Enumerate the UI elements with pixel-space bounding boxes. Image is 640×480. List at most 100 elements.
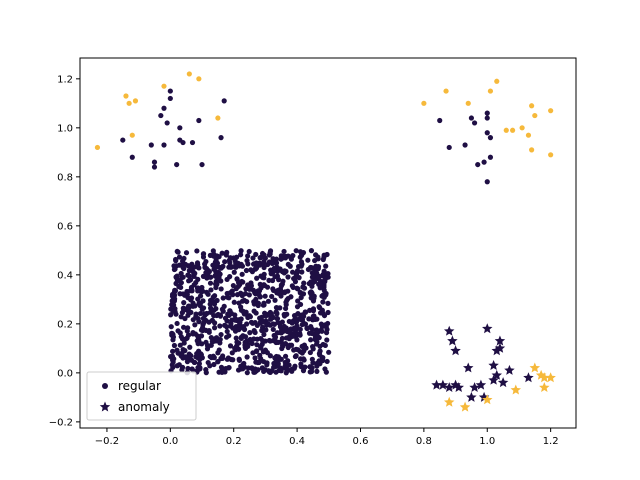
- regular-point: [164, 120, 170, 126]
- regular-block-point: [322, 277, 328, 283]
- regular-point: [151, 164, 158, 170]
- regular-point: [494, 78, 500, 84]
- regular-block-point: [174, 320, 180, 327]
- regular-block-point: [317, 348, 323, 354]
- regular-block-point: [263, 313, 269, 319]
- regular-point: [132, 98, 139, 104]
- regular-block-point: [208, 342, 214, 348]
- regular-block-point: [291, 347, 297, 353]
- regular-point: [462, 142, 468, 148]
- regular-block-point: [295, 347, 301, 353]
- regular-block-point: [210, 294, 216, 300]
- regular-block-point: [325, 300, 331, 306]
- regular-block-point: [277, 324, 283, 330]
- regular-block-point: [253, 348, 260, 354]
- regular-block-point: [190, 330, 196, 336]
- regular-block-point: [205, 291, 211, 297]
- regular-block-point: [253, 359, 259, 365]
- plot-frame: [79, 57, 577, 429]
- regular-block-point: [178, 314, 184, 320]
- regular-block-point: [196, 319, 202, 325]
- regular-point: [421, 100, 427, 106]
- regular-block-point: [274, 311, 280, 317]
- regular-block-point: [227, 255, 233, 261]
- regular-block-point: [188, 353, 194, 359]
- y-tick-label: 1.2: [57, 74, 73, 85]
- regular-block-point: [218, 286, 224, 292]
- regular-block-point: [188, 265, 194, 271]
- regular-point: [120, 137, 126, 143]
- anomaly-point: [447, 335, 458, 346]
- legend: regular anomaly: [86, 371, 197, 421]
- regular-block-point: [185, 365, 191, 372]
- regular-block-point: [195, 285, 201, 291]
- legend-box: [86, 371, 197, 421]
- regular-block-point: [168, 324, 174, 330]
- regular-point: [487, 88, 494, 94]
- anomaly-point: [459, 401, 471, 412]
- regular-block-point: [238, 261, 244, 267]
- regular-block-point: [317, 352, 323, 358]
- regular-block-point: [251, 328, 257, 334]
- regular-block-point: [317, 310, 324, 316]
- regular-point: [199, 161, 205, 168]
- regular-block-point: [173, 256, 179, 263]
- anomaly-point: [431, 379, 442, 390]
- regular-block-point: [194, 260, 201, 266]
- regular-block-point: [203, 270, 209, 276]
- regular-block-point: [249, 340, 255, 347]
- regular-point: [519, 125, 525, 131]
- regular-block-point: [191, 282, 197, 288]
- anomaly-point: [523, 372, 534, 383]
- regular-block-point: [306, 330, 313, 336]
- regular-block-point: [211, 355, 217, 361]
- regular-block-point: [254, 342, 260, 348]
- anomaly-point: [450, 345, 461, 356]
- regular-block-point: [245, 253, 251, 259]
- regular-block-point: [197, 310, 204, 317]
- regular-point: [167, 95, 173, 102]
- regular-block-point: [244, 321, 250, 327]
- regular-block-point: [261, 259, 267, 265]
- regular-block-point: [220, 308, 226, 314]
- regular-block-point: [221, 303, 227, 309]
- regular-block-point: [318, 321, 324, 327]
- regular-block-point: [269, 293, 275, 300]
- regular-block-point: [297, 330, 303, 337]
- regular-block-point: [283, 305, 289, 312]
- regular-block-point: [193, 311, 199, 317]
- regular-block-point: [315, 334, 321, 340]
- regular-block-point: [324, 337, 330, 343]
- regular-block-point: [251, 301, 257, 307]
- regular-block-point: [259, 314, 265, 320]
- regular-block-point: [307, 369, 313, 375]
- regular-block-point: [297, 326, 303, 332]
- regular-block-point: [321, 294, 327, 300]
- regular-block-point: [299, 350, 305, 356]
- points-layer: [94, 71, 556, 412]
- regular-block-point: [280, 278, 286, 284]
- regular-block-point: [275, 290, 282, 296]
- regular-block-point: [180, 291, 186, 297]
- regular-block-point: [238, 304, 244, 310]
- legend-anomaly-marker: [99, 401, 111, 412]
- x-axis: −0.2 0.0 0.2 0.4 0.6 0.8 1.0 1.2: [95, 428, 559, 447]
- regular-block-point: [304, 325, 310, 332]
- regular-block-point: [320, 256, 326, 263]
- regular-block-point: [202, 261, 208, 267]
- regular-block-point: [260, 349, 266, 355]
- regular-block-point: [293, 353, 299, 359]
- regular-point: [525, 132, 532, 138]
- regular-block-point: [208, 287, 214, 293]
- regular-block-point: [178, 334, 184, 340]
- regular-block-point: [310, 306, 317, 312]
- anomaly-point: [488, 360, 499, 370]
- regular-block-point: [238, 335, 244, 342]
- regular-block-point: [265, 298, 272, 304]
- regular-block-point: [258, 254, 264, 260]
- regular-block-point: [231, 299, 237, 305]
- regular-block-point: [287, 329, 293, 335]
- regular-block-point: [308, 337, 314, 343]
- regular-point: [221, 98, 227, 104]
- regular-block-point: [293, 248, 299, 254]
